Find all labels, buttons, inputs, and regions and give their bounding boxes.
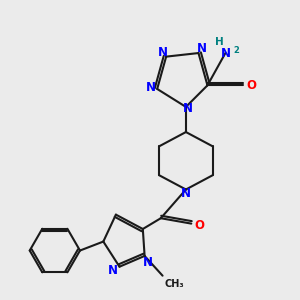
- Text: N: N: [158, 46, 168, 59]
- Text: N: N: [181, 187, 191, 200]
- Text: O: O: [246, 79, 256, 92]
- Text: CH₃: CH₃: [164, 279, 184, 289]
- Text: N: N: [143, 256, 153, 269]
- Text: N: N: [220, 46, 230, 59]
- Text: 2: 2: [233, 46, 239, 55]
- Text: N: N: [146, 81, 156, 94]
- Text: N: N: [108, 264, 118, 277]
- Text: H: H: [214, 37, 223, 47]
- Text: N: N: [183, 102, 193, 115]
- Text: N: N: [197, 42, 207, 55]
- Text: O: O: [194, 219, 204, 232]
